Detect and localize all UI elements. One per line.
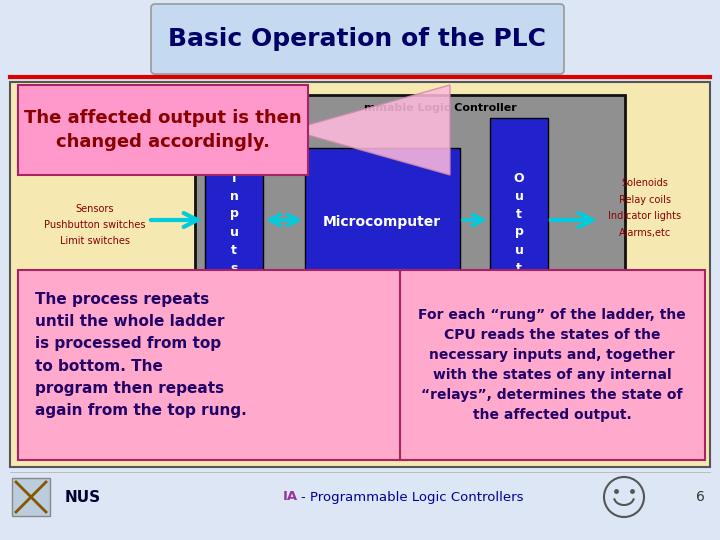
Text: IA: IA: [283, 490, 298, 503]
FancyBboxPatch shape: [490, 118, 548, 328]
FancyBboxPatch shape: [205, 118, 263, 328]
Text: Microcomputer: Microcomputer: [323, 215, 441, 229]
FancyBboxPatch shape: [12, 478, 50, 516]
Polygon shape: [290, 85, 450, 175]
FancyBboxPatch shape: [305, 305, 395, 353]
Text: Solenoids
Relay coils
Indicator lights
Alarms,etc: Solenoids Relay coils Indicator lights A…: [608, 178, 682, 238]
Text: The process repeats
until the whole ladder
is processed from top
to bottom. The
: The process repeats until the whole ladd…: [35, 292, 247, 418]
Text: NUS: NUS: [65, 489, 101, 504]
Text: For each “rung” of the ladder, the
CPU reads the states of the
necessary inputs : For each “rung” of the ladder, the CPU r…: [418, 308, 686, 422]
FancyBboxPatch shape: [18, 85, 308, 175]
FancyBboxPatch shape: [195, 95, 625, 365]
Text: - Programmable Logic Controllers: - Programmable Logic Controllers: [301, 490, 523, 503]
FancyBboxPatch shape: [10, 82, 710, 467]
FancyBboxPatch shape: [400, 270, 705, 460]
Text: Sensors
Pushbutton switches
Limit switches: Sensors Pushbutton switches Limit switch…: [44, 204, 145, 246]
FancyBboxPatch shape: [305, 148, 460, 296]
Text: 6: 6: [696, 490, 704, 504]
FancyBboxPatch shape: [18, 270, 408, 460]
Text: I
n
p
u
t
s: I n p u t s: [230, 172, 238, 274]
Text: Basic Operation of the PLC: Basic Operation of the PLC: [168, 27, 546, 51]
Text: The affected output is then
changed accordingly.: The affected output is then changed acco…: [24, 109, 302, 151]
Text: Progra: Progra: [315, 324, 351, 334]
Text: O
u
t
p
u
t: O u t p u t: [513, 172, 524, 274]
FancyBboxPatch shape: [151, 4, 564, 74]
Text: mmable Logic Controller: mmable Logic Controller: [364, 103, 516, 113]
